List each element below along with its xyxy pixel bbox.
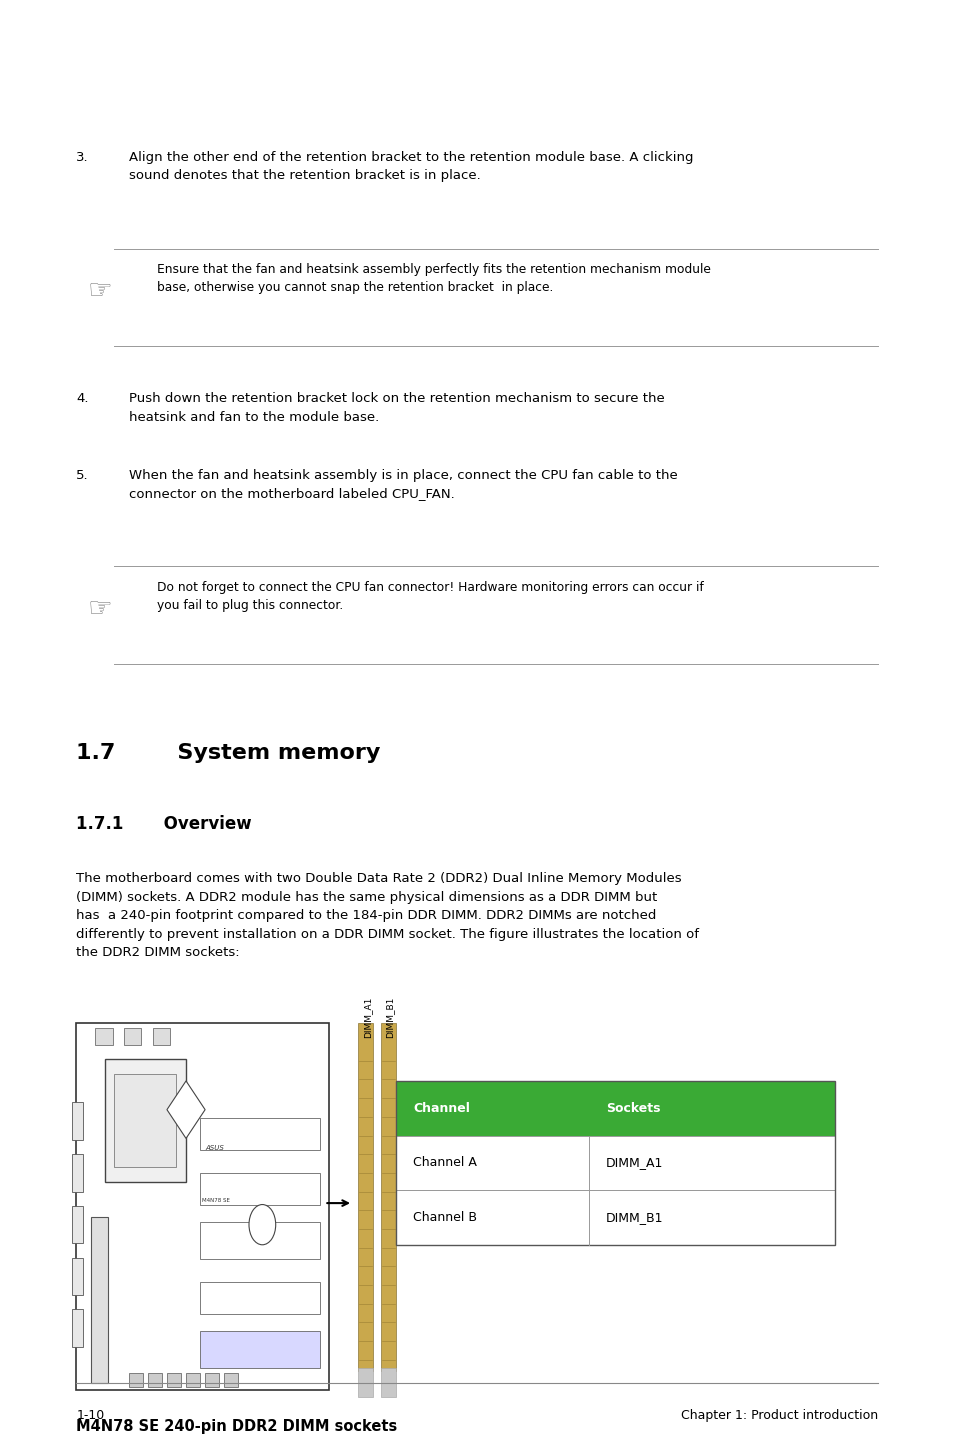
Text: DIMM_A1: DIMM_A1 (605, 1156, 663, 1169)
Text: Push down the retention bracket lock on the retention mechanism to secure the
he: Push down the retention bracket lock on … (129, 393, 664, 424)
Text: Do not forget to connect the CPU fan connector! Hardware monitoring errors can o: Do not forget to connect the CPU fan con… (157, 581, 703, 611)
FancyBboxPatch shape (91, 1218, 108, 1383)
Text: Align the other end of the retention bracket to the retention module base. A cli: Align the other end of the retention bra… (129, 151, 693, 183)
FancyBboxPatch shape (224, 1373, 238, 1388)
FancyBboxPatch shape (357, 1369, 373, 1398)
FancyBboxPatch shape (186, 1373, 200, 1388)
Text: The motherboard comes with two Double Data Rate 2 (DDR2) Dual Inline Memory Modu: The motherboard comes with two Double Da… (76, 873, 699, 959)
Text: DIMM_A1: DIMM_A1 (362, 997, 372, 1038)
Text: 1.7.1       Overview: 1.7.1 Overview (76, 815, 252, 833)
FancyBboxPatch shape (71, 1310, 83, 1347)
FancyBboxPatch shape (200, 1173, 319, 1205)
FancyBboxPatch shape (95, 1028, 112, 1045)
FancyBboxPatch shape (395, 1136, 834, 1191)
Text: Chapter 1: Product introduction: Chapter 1: Product introduction (679, 1409, 877, 1422)
FancyBboxPatch shape (148, 1373, 162, 1388)
Text: Channel B: Channel B (413, 1211, 476, 1224)
FancyBboxPatch shape (167, 1373, 181, 1388)
Text: M4N78 SE: M4N78 SE (202, 1198, 230, 1202)
Text: ASUS: ASUS (205, 1146, 224, 1152)
FancyBboxPatch shape (200, 1283, 319, 1314)
FancyBboxPatch shape (395, 1191, 834, 1245)
Text: 5.: 5. (76, 469, 89, 482)
FancyBboxPatch shape (395, 1081, 834, 1136)
Text: 3.: 3. (76, 151, 89, 164)
Text: DIMM_B1: DIMM_B1 (385, 997, 395, 1038)
FancyBboxPatch shape (71, 1155, 83, 1192)
Polygon shape (167, 1081, 205, 1139)
Text: M4N78 SE 240-pin DDR2 DIMM sockets: M4N78 SE 240-pin DDR2 DIMM sockets (76, 1419, 397, 1434)
FancyBboxPatch shape (205, 1373, 219, 1388)
FancyBboxPatch shape (200, 1222, 319, 1260)
Text: Channel: Channel (413, 1102, 470, 1114)
FancyBboxPatch shape (124, 1028, 141, 1045)
Text: When the fan and heatsink assembly is in place, connect the CPU fan cable to the: When the fan and heatsink assembly is in… (129, 469, 677, 500)
FancyBboxPatch shape (380, 1024, 395, 1372)
FancyBboxPatch shape (71, 1258, 83, 1296)
Text: ☞: ☞ (88, 595, 112, 623)
Text: Ensure that the fan and heatsink assembly perfectly fits the retention mechanism: Ensure that the fan and heatsink assembl… (157, 263, 711, 293)
Text: 1-10: 1-10 (76, 1409, 105, 1422)
FancyBboxPatch shape (76, 1024, 329, 1391)
FancyBboxPatch shape (71, 1206, 83, 1244)
FancyBboxPatch shape (152, 1028, 170, 1045)
Text: DIMM_B1: DIMM_B1 (605, 1211, 663, 1224)
FancyBboxPatch shape (114, 1074, 176, 1168)
Text: Sockets: Sockets (605, 1102, 660, 1114)
FancyBboxPatch shape (71, 1103, 83, 1140)
Text: Channel A: Channel A (413, 1156, 476, 1169)
FancyBboxPatch shape (200, 1332, 319, 1369)
FancyBboxPatch shape (129, 1373, 143, 1388)
Circle shape (249, 1205, 275, 1245)
FancyBboxPatch shape (200, 1119, 319, 1150)
FancyBboxPatch shape (357, 1024, 373, 1372)
Text: 4.: 4. (76, 393, 89, 406)
Text: ☞: ☞ (88, 278, 112, 305)
FancyBboxPatch shape (380, 1369, 395, 1398)
Text: 1.7        System memory: 1.7 System memory (76, 743, 380, 764)
FancyBboxPatch shape (105, 1060, 186, 1182)
